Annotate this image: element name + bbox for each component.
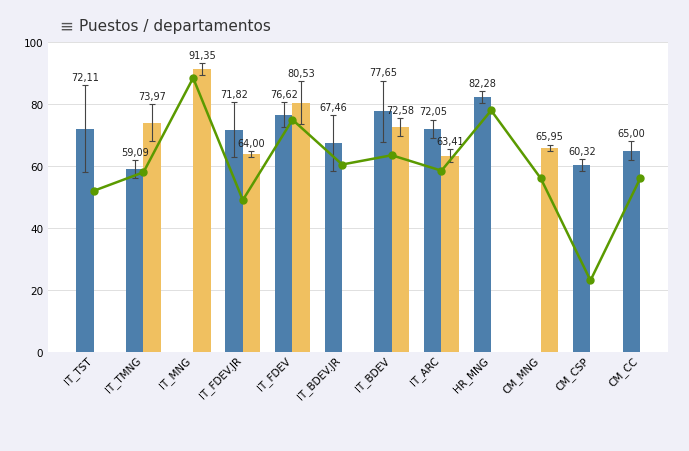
Text: 63,41: 63,41 (436, 137, 464, 147)
Bar (76, 129, 94, 352)
Text: Puestos / departamentos: Puestos / departamentos (79, 18, 271, 34)
Text: 72,11: 72,11 (71, 73, 99, 83)
Text: 80,53: 80,53 (287, 69, 315, 78)
Bar (623, 151, 640, 352)
Text: 67,46: 67,46 (320, 103, 347, 113)
Text: 72,58: 72,58 (387, 106, 415, 115)
Bar (243, 154, 260, 352)
Bar (392, 128, 409, 352)
Text: 76,62: 76,62 (270, 90, 298, 100)
Bar (325, 144, 342, 352)
Bar (292, 103, 310, 352)
Text: 65,00: 65,00 (617, 129, 646, 139)
Bar (541, 148, 558, 352)
Text: 64,00: 64,00 (238, 138, 265, 148)
Bar (474, 98, 491, 352)
Text: 82,28: 82,28 (469, 79, 496, 89)
Text: 65,95: 65,95 (535, 132, 564, 142)
Text: 77,65: 77,65 (369, 69, 397, 78)
Bar (573, 166, 590, 352)
Text: 60,32: 60,32 (568, 147, 596, 156)
Text: 59,09: 59,09 (121, 147, 149, 157)
Bar (126, 170, 143, 352)
Bar (374, 112, 392, 352)
Text: 73,97: 73,97 (138, 92, 166, 102)
Text: 72,05: 72,05 (419, 107, 446, 117)
Bar (143, 124, 161, 352)
Bar (193, 70, 211, 352)
Bar (225, 130, 243, 352)
Text: 91,35: 91,35 (188, 51, 216, 61)
Bar (275, 115, 292, 352)
Text: ≡: ≡ (59, 17, 73, 35)
Text: 71,82: 71,82 (220, 89, 248, 99)
Bar (424, 129, 442, 352)
Bar (442, 156, 459, 352)
